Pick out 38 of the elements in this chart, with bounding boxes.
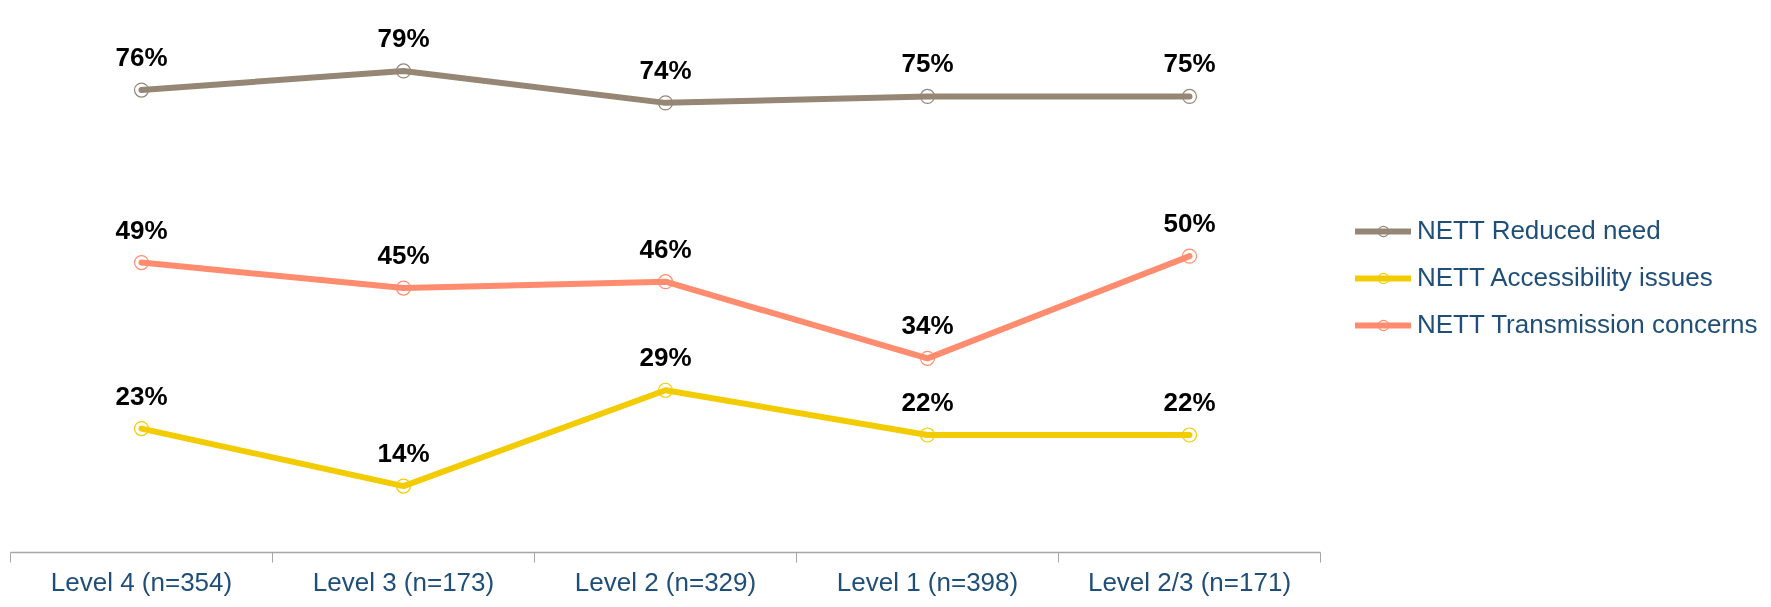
x-tick-label: Level 3 (n=173)	[312, 566, 495, 597]
data-label: 50%	[1163, 208, 1216, 239]
point	[919, 427, 936, 443]
point	[395, 478, 412, 494]
legend-label: NETT Accessibility issues	[1417, 262, 1713, 293]
data-label: 75%	[1163, 48, 1216, 79]
x-tick-label: Level 1 (n=398)	[836, 566, 1019, 597]
data-label: 34%	[901, 310, 954, 341]
data-label: 22%	[901, 386, 954, 417]
data-label: 23%	[115, 380, 168, 411]
point	[395, 63, 412, 79]
data-label: 45%	[377, 240, 430, 271]
point	[1181, 248, 1198, 264]
data-label: 75%	[901, 48, 954, 79]
point	[133, 82, 150, 98]
data-label: 79%	[377, 22, 430, 53]
x-tick-label: Level 2 (n=329)	[574, 566, 757, 597]
point	[133, 254, 150, 271]
point	[395, 280, 412, 296]
x-tick-label: Level 2/3 (n=171)	[1087, 566, 1292, 597]
data-label: 74%	[639, 54, 692, 85]
point	[1181, 88, 1198, 105]
point	[919, 350, 936, 366]
x-tick-label: Level 4 (n=354)	[50, 566, 233, 597]
data-label: 49%	[115, 214, 168, 245]
data-label: 76%	[115, 42, 168, 73]
data-label: 14%	[377, 438, 430, 469]
data-label: 29%	[639, 342, 692, 373]
legend-label: NETT Transmission concerns	[1417, 309, 1758, 340]
point	[657, 382, 674, 398]
point	[657, 274, 674, 290]
data-label: 22%	[1163, 386, 1216, 417]
legend-label: NETT Reduced need	[1417, 215, 1661, 246]
point	[919, 88, 936, 105]
point	[657, 95, 674, 111]
point	[133, 421, 150, 437]
data-label: 46%	[639, 233, 692, 264]
point	[1181, 427, 1198, 443]
